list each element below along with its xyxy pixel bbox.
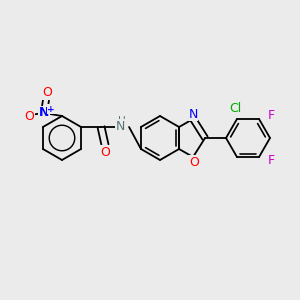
Text: O: O xyxy=(42,86,52,100)
Text: F: F xyxy=(267,110,274,122)
Text: -: - xyxy=(24,110,28,120)
Text: F: F xyxy=(267,154,274,166)
Text: N: N xyxy=(188,107,198,121)
Text: Cl: Cl xyxy=(229,102,241,116)
Text: O: O xyxy=(100,146,110,158)
Text: N: N xyxy=(116,119,125,133)
Text: O: O xyxy=(24,110,34,122)
Text: N: N xyxy=(39,106,49,119)
Text: H: H xyxy=(118,116,126,126)
Text: O: O xyxy=(189,155,199,169)
Text: +: + xyxy=(47,104,55,113)
